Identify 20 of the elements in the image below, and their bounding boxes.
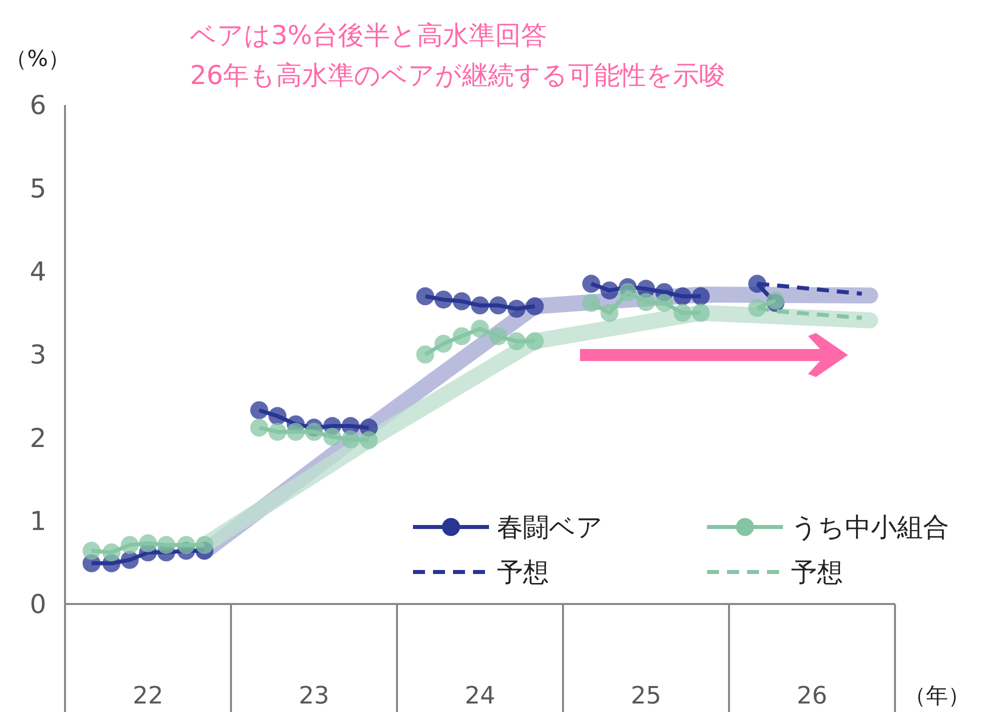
x-tick-label: 22 <box>132 681 164 710</box>
x-tick-label: 23 <box>298 681 330 710</box>
y-tick-label: 0 <box>30 590 46 620</box>
legend-label: 予想 <box>791 558 843 588</box>
y-tick-label: 2 <box>30 424 46 454</box>
y-tick-label: 5 <box>30 174 46 204</box>
y-tick-label: 6 <box>30 91 46 122</box>
x-tick-label: 25 <box>630 681 662 710</box>
y-tick-label: 1 <box>30 506 46 537</box>
legend-label: 春闘ベア <box>497 513 603 544</box>
y-tick-label: 4 <box>30 257 46 288</box>
legend-label: 予想 <box>497 558 549 588</box>
chart-subtitle: 26年も高水準のベアが継続する可能性を示唆 <box>190 61 726 91</box>
chart-title: ベアは3%台後半と高水準回答 <box>190 21 548 51</box>
legend-label: うち中小組合 <box>791 513 949 544</box>
y-tick-label: 3 <box>30 340 46 371</box>
x-axis-title: （年） <box>904 684 970 709</box>
y-axis-title: （%） <box>5 47 70 72</box>
x-tick-label: 26 <box>796 681 828 710</box>
x-tick-label: 24 <box>464 681 496 710</box>
